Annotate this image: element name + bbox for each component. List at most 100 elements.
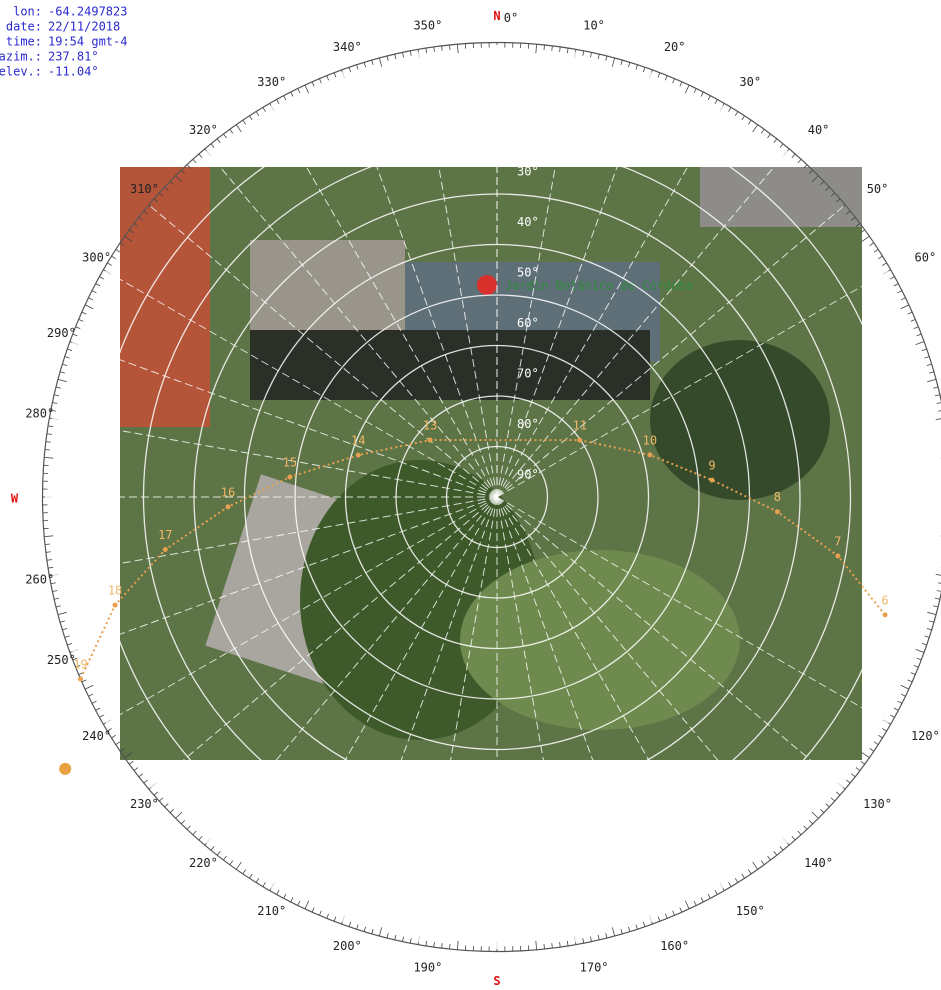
minor-tick bbox=[75, 665, 81, 668]
azimuth-line bbox=[148, 204, 498, 498]
azimuth-line bbox=[496, 69, 653, 498]
minor-tick bbox=[59, 371, 66, 374]
minor-tick bbox=[910, 672, 916, 675]
minor-tick bbox=[216, 850, 221, 856]
minor-tick bbox=[124, 752, 133, 759]
minor-tick bbox=[84, 304, 94, 310]
minor-tick bbox=[304, 900, 310, 910]
azimuth-line bbox=[69, 341, 498, 498]
minor-tick bbox=[111, 255, 117, 260]
minor-tick bbox=[897, 290, 903, 294]
minor-tick bbox=[855, 223, 861, 227]
minor-tick bbox=[873, 249, 879, 253]
azimuth-label: 190° bbox=[413, 961, 442, 975]
minor-tick bbox=[363, 62, 366, 68]
minor-tick bbox=[779, 846, 784, 851]
minor-tick bbox=[186, 825, 191, 830]
minor-tick bbox=[249, 873, 253, 879]
azimuth-label: 220° bbox=[189, 856, 218, 870]
minor-tick bbox=[249, 115, 253, 121]
minor-tick bbox=[773, 850, 778, 856]
minor-tick bbox=[88, 693, 94, 697]
minor-tick bbox=[551, 45, 553, 51]
minor-tick bbox=[138, 216, 144, 221]
minor-tick bbox=[767, 855, 771, 861]
minor-tick bbox=[907, 679, 913, 683]
minor-tick bbox=[752, 124, 759, 133]
azimuth-label: 130° bbox=[863, 797, 892, 811]
minor-tick bbox=[734, 877, 739, 883]
azimuth-line bbox=[341, 69, 498, 498]
hour-label: 15 bbox=[283, 456, 297, 470]
minor-tick bbox=[198, 153, 203, 159]
minor-tick bbox=[59, 620, 66, 623]
minor-tick bbox=[133, 223, 139, 227]
azimuth-label: 250° bbox=[47, 653, 76, 667]
minor-tick bbox=[707, 893, 711, 899]
minor-tick bbox=[95, 283, 101, 287]
minor-tick bbox=[597, 54, 600, 60]
minor-tick bbox=[830, 192, 836, 197]
minor-tick bbox=[897, 700, 903, 704]
minor-tick bbox=[119, 748, 125, 752]
minor-tick bbox=[283, 893, 287, 899]
minor-tick bbox=[44, 535, 54, 538]
hour-label: 7 bbox=[834, 534, 841, 548]
minor-tick bbox=[48, 566, 54, 569]
minor-tick bbox=[657, 916, 661, 922]
hour-label: 11 bbox=[573, 419, 587, 433]
minor-tick bbox=[900, 693, 906, 697]
minor-tick bbox=[75, 326, 81, 329]
minor-tick bbox=[133, 767, 139, 771]
minor-tick bbox=[290, 91, 294, 97]
minor-tick bbox=[820, 180, 825, 186]
minor-tick bbox=[760, 860, 765, 865]
azimuth-label: 340° bbox=[333, 40, 362, 54]
minor-tick bbox=[791, 835, 796, 841]
minor-tick bbox=[933, 605, 939, 608]
minor-tick bbox=[924, 635, 930, 638]
minor-tick bbox=[333, 916, 337, 922]
azimuth-line bbox=[49, 417, 498, 498]
azimuth-label: 150° bbox=[736, 904, 765, 918]
minor-tick bbox=[433, 46, 435, 52]
minor-tick bbox=[642, 67, 646, 73]
minor-tick bbox=[153, 791, 159, 796]
minor-tick bbox=[665, 75, 668, 81]
minor-tick bbox=[311, 907, 315, 913]
minor-tick bbox=[803, 825, 808, 830]
minor-tick bbox=[811, 175, 819, 183]
minor-tick bbox=[808, 820, 814, 825]
minor-tick bbox=[210, 143, 215, 148]
minor-tick bbox=[913, 665, 919, 668]
minor-tick bbox=[882, 262, 887, 266]
minor-tick bbox=[72, 333, 78, 337]
minor-tick bbox=[242, 869, 246, 875]
minor-tick bbox=[628, 62, 631, 68]
minor-tick bbox=[582, 50, 585, 56]
minor-tick bbox=[900, 684, 910, 690]
info-label: time: bbox=[6, 35, 42, 49]
grid: 10° 20° 30° 40° 50° 60° 70° 80° 90° 0° 10° 20° 30° 40… bbox=[11, 9, 941, 988]
azimuth-line bbox=[496, 496, 790, 846]
minor-tick bbox=[605, 55, 608, 61]
minor-tick bbox=[700, 91, 704, 97]
elevation-label: 30° bbox=[517, 165, 539, 179]
info-value: 22/11/2018 bbox=[48, 20, 120, 34]
azimuth-label: 260° bbox=[25, 573, 54, 587]
minor-tick bbox=[95, 707, 101, 711]
minor-tick bbox=[926, 628, 932, 631]
minor-tick bbox=[81, 311, 87, 315]
minor-tick bbox=[913, 326, 919, 329]
minor-tick bbox=[425, 48, 428, 54]
azimuth-label: 210° bbox=[257, 904, 286, 918]
minor-tick bbox=[791, 153, 796, 159]
minor-tick bbox=[158, 797, 164, 802]
minor-tick bbox=[693, 900, 697, 906]
minor-tick bbox=[216, 138, 221, 144]
minor-tick bbox=[934, 597, 940, 600]
minor-tick bbox=[276, 889, 280, 895]
minor-tick bbox=[808, 169, 814, 174]
minor-tick bbox=[830, 797, 836, 802]
hour-label: 10 bbox=[643, 433, 657, 447]
